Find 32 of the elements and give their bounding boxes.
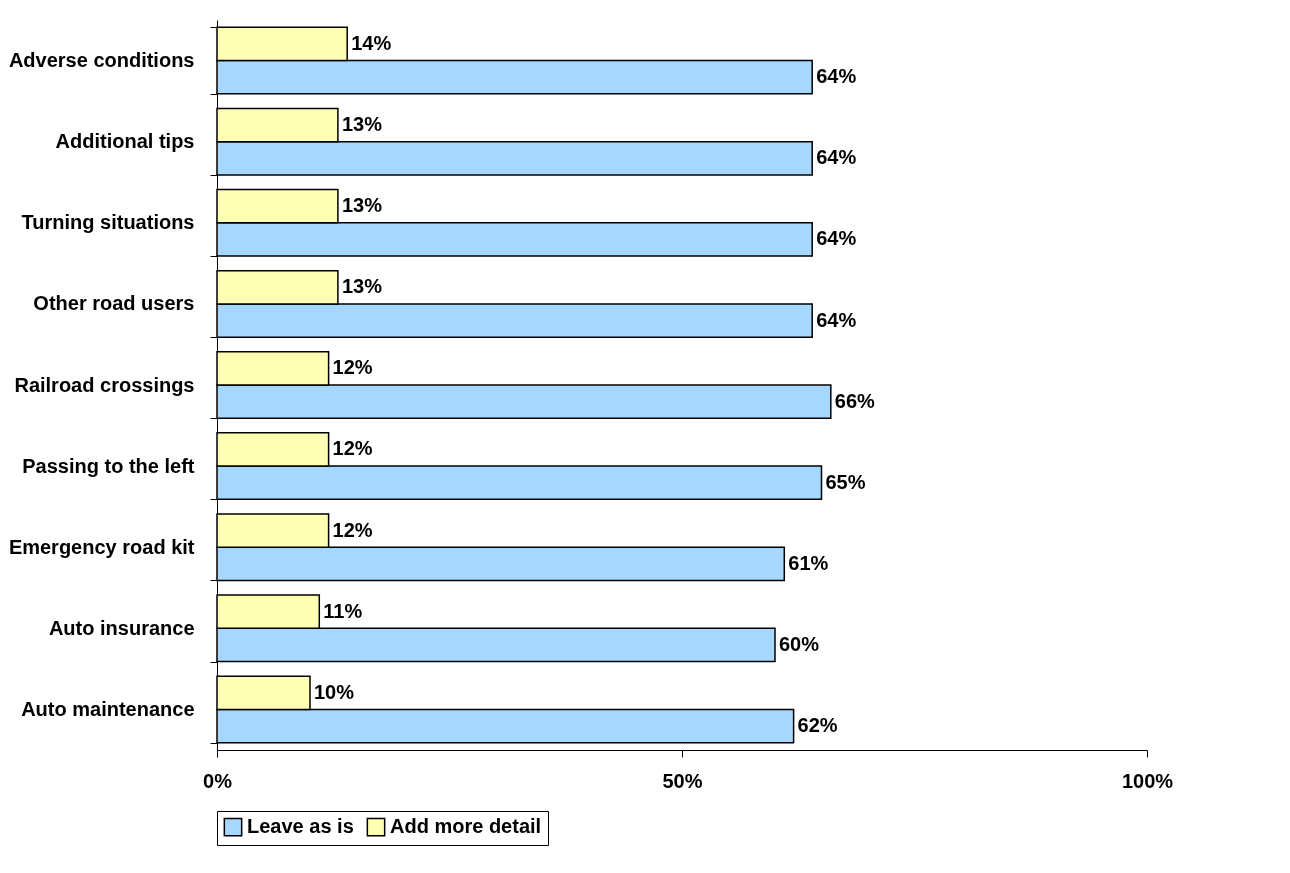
data-label: 13% (341, 275, 383, 298)
y-tick-label: Additional tips (55, 130, 195, 153)
data-label: 12% (332, 437, 373, 460)
data-label: 12% (332, 356, 373, 379)
x-tick-label: 0% (203, 769, 233, 792)
data-label: 64% (816, 65, 857, 88)
legend-label: Add more detail (390, 815, 542, 838)
data-label: 61% (788, 551, 829, 574)
data-label: 64% (816, 227, 857, 250)
y-tick-label: Auto insurance (48, 616, 195, 639)
data-label: 13% (341, 194, 383, 217)
data-label: 65% (825, 470, 866, 493)
data-label: 11% (323, 599, 363, 622)
y-tick-label: Railroad crossings (14, 373, 195, 396)
data-label: 66% (834, 389, 876, 412)
y-tick-label: Auto maintenance (21, 697, 195, 720)
data-label: 13% (341, 113, 383, 136)
x-tick-label: 50% (662, 769, 703, 792)
data-label: 12% (332, 518, 373, 541)
data-label: 10% (314, 680, 355, 703)
data-label: 14% (351, 31, 392, 54)
x-tick-label: 100% (1121, 769, 1174, 792)
y-tick-label: Emergency road kit (8, 535, 195, 558)
data-label: 62% (797, 714, 838, 737)
y-tick-label: Passing to the left (22, 454, 195, 477)
data-label: 60% (779, 632, 820, 655)
legend-label: Leave as is (247, 815, 354, 838)
data-label: 64% (816, 308, 857, 331)
y-tick-label: Turning situations (21, 211, 195, 234)
data-label: 64% (816, 146, 857, 169)
y-tick-label: Other road users (33, 292, 195, 315)
y-tick-label: Adverse conditions (8, 49, 195, 72)
